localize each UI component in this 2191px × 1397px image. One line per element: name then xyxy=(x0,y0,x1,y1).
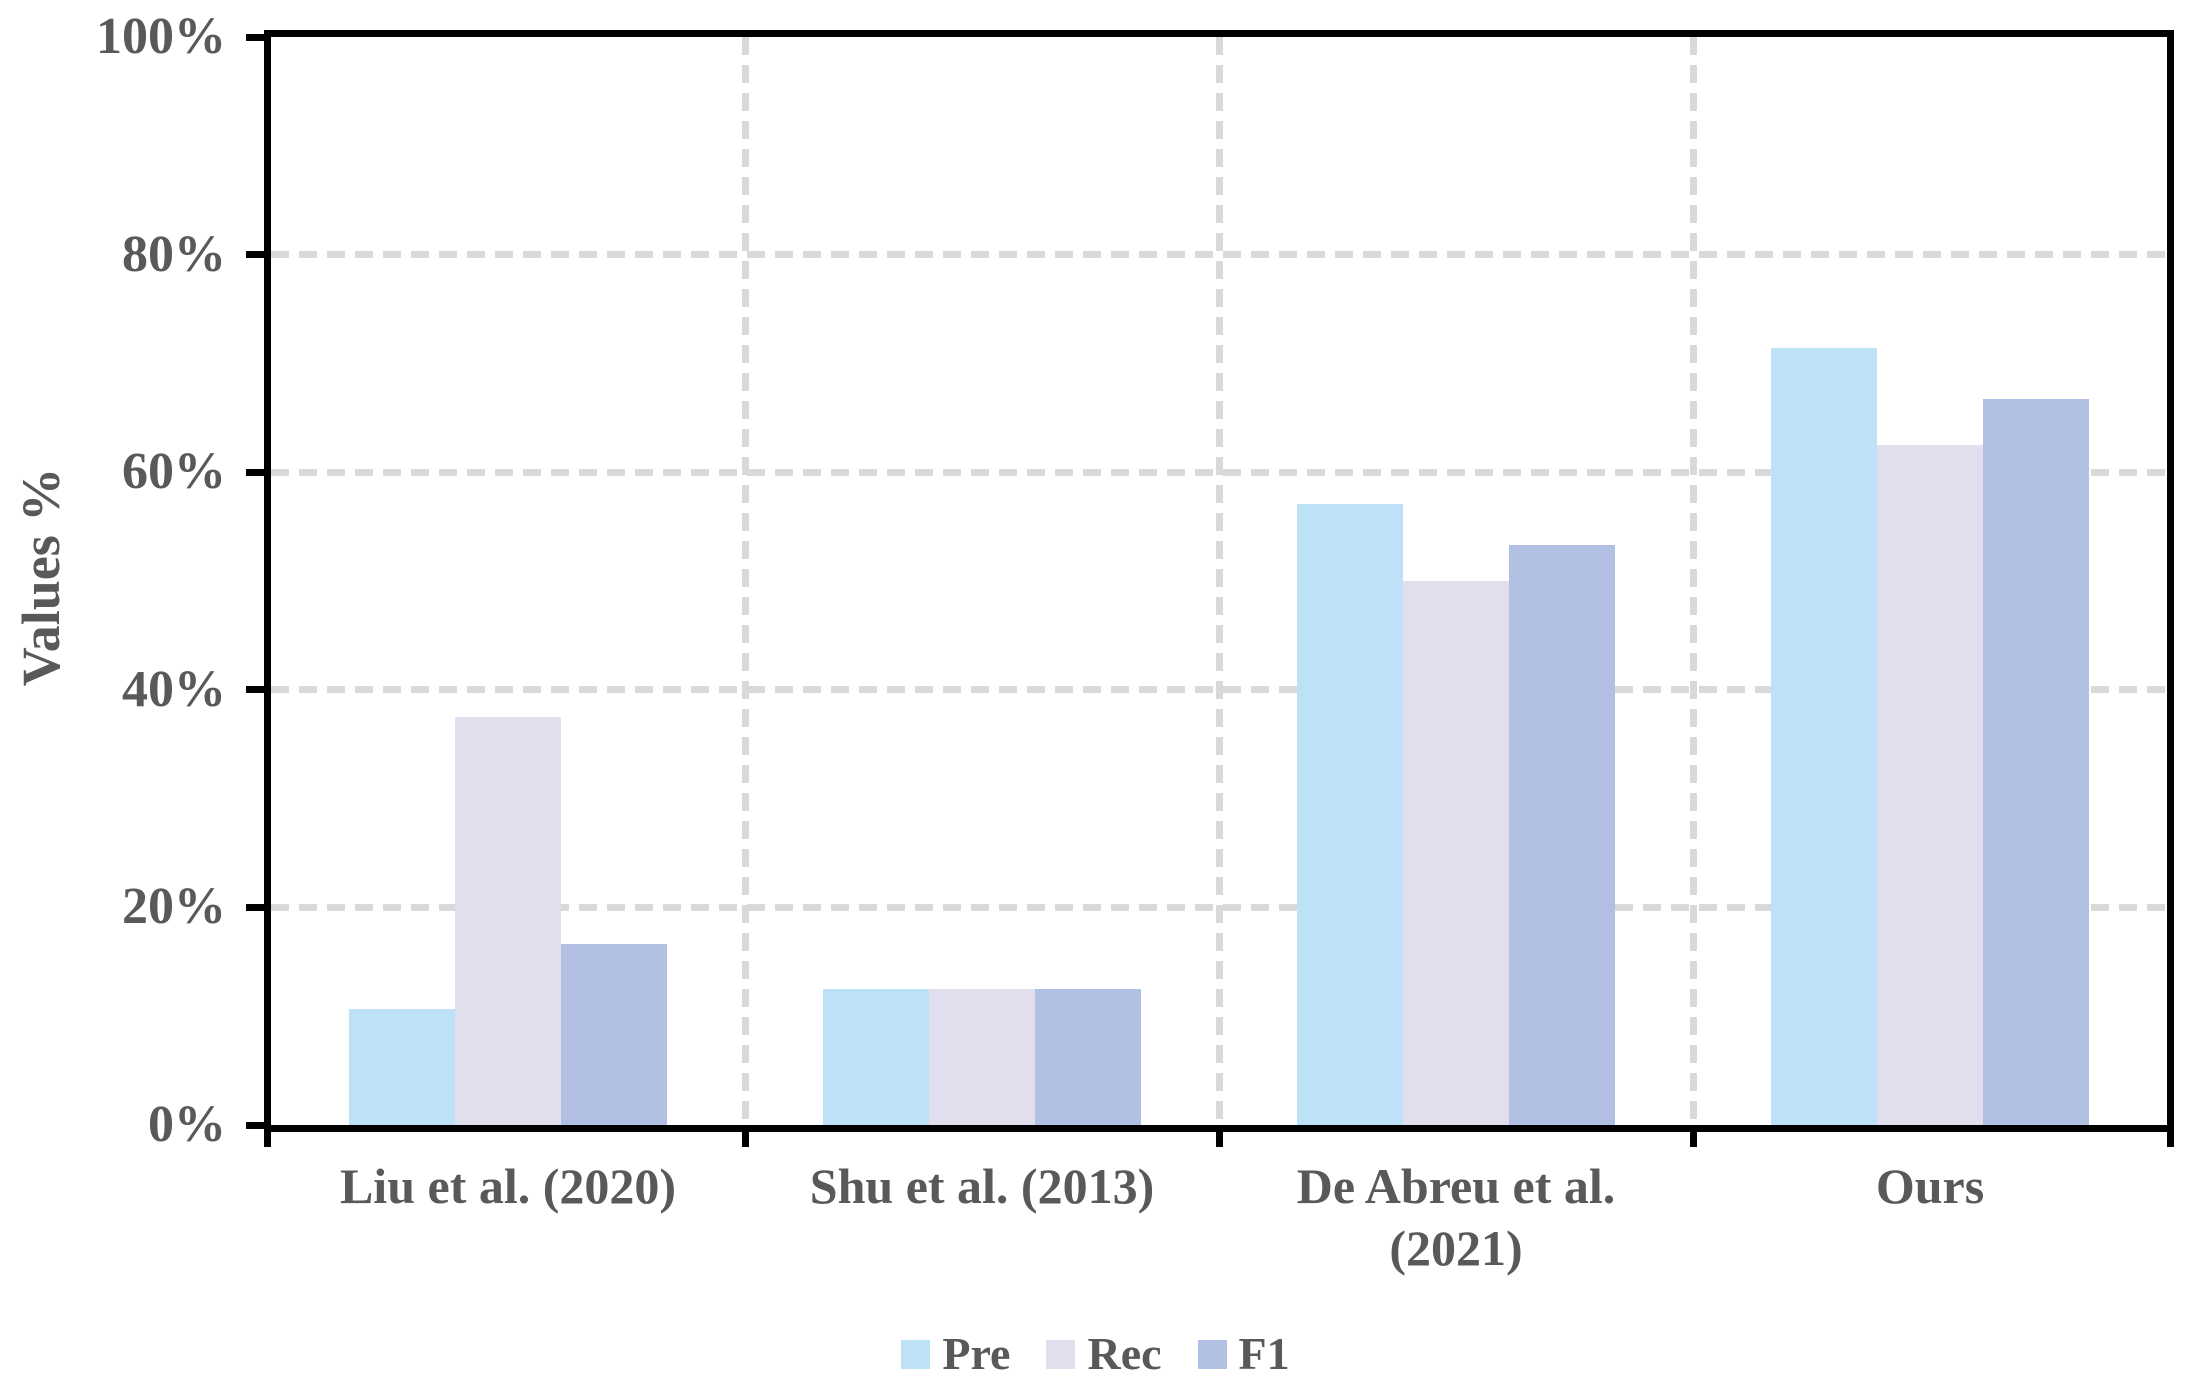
bar-f1-2 xyxy=(1035,989,1141,1125)
bar-pre-1 xyxy=(349,1008,455,1125)
legend-item-f1: F1 xyxy=(1197,1328,1290,1379)
category-label-line: Shu et al. (2013) xyxy=(809,1158,1155,1214)
y-axis-tick-label: 40% xyxy=(122,660,226,718)
x-axis-tick xyxy=(2167,1132,2174,1147)
y-axis-tick xyxy=(246,1121,264,1129)
bar-rec-3 xyxy=(1403,581,1509,1125)
y-axis-tick-label: 100% xyxy=(96,8,226,65)
legend-item-rec: Rec xyxy=(1046,1328,1162,1379)
y-axis-tick-label: 80% xyxy=(122,225,226,283)
y-axis-tick xyxy=(246,251,264,259)
bar-rec-4 xyxy=(1877,445,1983,1125)
y-axis-tick xyxy=(246,903,264,911)
bar-pre-4 xyxy=(1771,348,1877,1125)
bar-pre-2 xyxy=(823,989,929,1125)
y-axis-tick-label: 20% xyxy=(122,878,226,936)
y-axis-tick xyxy=(246,686,264,694)
category-label-line: Ours xyxy=(1875,1158,1985,1214)
legend-swatch-rec xyxy=(1046,1339,1076,1369)
vertical-gridline xyxy=(1689,37,1697,1125)
legend-label-rec: Rec xyxy=(1087,1328,1162,1379)
x-axis-tick xyxy=(1215,1132,1223,1147)
legend-swatch-f1 xyxy=(1197,1339,1227,1369)
plot-area xyxy=(264,30,2174,1132)
legend: Pre Rec F1 xyxy=(0,1330,2191,1378)
y-axis-tick-label: 0% xyxy=(148,1096,226,1153)
category-label: Ours xyxy=(1693,1155,2167,1217)
y-axis-tick-label: 60% xyxy=(122,443,226,501)
y-axis-tick xyxy=(246,33,264,41)
category-label: De Abreu et al. (2021) xyxy=(1219,1155,1693,1279)
legend-label-pre: Pre xyxy=(942,1328,1011,1379)
bar-pre-3 xyxy=(1297,503,1403,1125)
vertical-gridline xyxy=(741,37,749,1125)
bar-f1-3 xyxy=(1509,545,1615,1125)
legend-swatch-pre xyxy=(901,1339,931,1369)
category-label: Liu et al. (2020) xyxy=(271,1155,745,1217)
bar-f1-1 xyxy=(561,944,667,1125)
vertical-gridline xyxy=(1215,37,1223,1125)
legend-item-pre: Pre xyxy=(901,1330,1010,1378)
category-label-line: Liu et al. (2020) xyxy=(339,1158,677,1214)
y-axis-tick xyxy=(246,468,264,476)
legend-label-f1: F1 xyxy=(1238,1328,1290,1379)
x-axis-tick xyxy=(741,1132,749,1147)
x-axis-tick xyxy=(1689,1132,1697,1147)
bar-f1-4 xyxy=(1983,399,2089,1125)
bar-rec-1 xyxy=(455,717,561,1125)
bar-rec-2 xyxy=(929,989,1035,1125)
category-label-line: (2021) xyxy=(1389,1220,1523,1276)
category-label-line: De Abreu et al. xyxy=(1296,1158,1616,1214)
category-label: Shu et al. (2013) xyxy=(745,1155,1219,1217)
x-axis-tick xyxy=(264,1132,271,1147)
